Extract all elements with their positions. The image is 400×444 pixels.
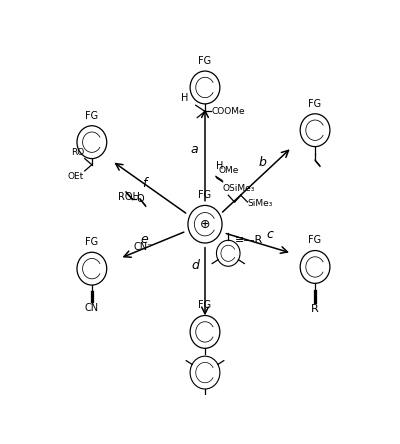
Text: RO: RO [71, 148, 84, 157]
Text: e: e [141, 233, 148, 246]
Text: CN: CN [85, 303, 99, 313]
Text: FG: FG [198, 301, 212, 310]
Text: FG: FG [308, 99, 322, 109]
Text: OEt: OEt [68, 172, 84, 181]
Text: O: O [136, 194, 144, 204]
Text: R: R [311, 304, 319, 314]
Text: OSiMe₃: OSiMe₃ [223, 184, 255, 193]
Text: d: d [191, 259, 199, 272]
Text: COOMe: COOMe [212, 107, 246, 116]
Text: a: a [190, 143, 198, 155]
Text: ≡—R: ≡—R [234, 234, 263, 245]
Text: FG: FG [308, 235, 322, 246]
Text: c: c [267, 228, 274, 241]
Text: FG: FG [85, 237, 98, 247]
Text: FG: FG [85, 111, 98, 121]
Text: b: b [258, 156, 266, 169]
Text: SiMe₃: SiMe₃ [248, 199, 273, 208]
Text: OMe: OMe [219, 166, 239, 174]
Text: ROH: ROH [118, 192, 140, 202]
Text: FG: FG [198, 56, 212, 66]
Text: ⊕: ⊕ [200, 218, 210, 231]
Text: H: H [216, 161, 223, 171]
Text: FG: FG [198, 190, 212, 200]
Text: f: f [142, 177, 147, 190]
Text: H: H [180, 93, 188, 103]
Text: CN⁻: CN⁻ [133, 242, 153, 253]
